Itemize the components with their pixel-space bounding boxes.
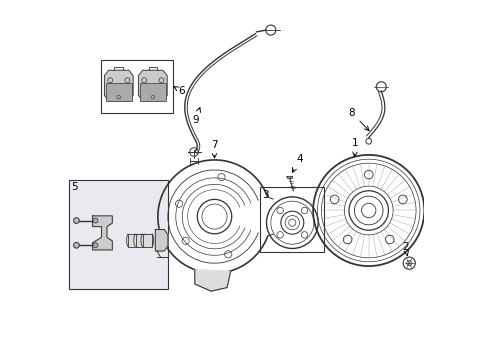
Polygon shape [155,229,168,251]
Text: 3: 3 [262,190,269,200]
Polygon shape [93,216,112,250]
Polygon shape [104,70,133,101]
Text: 7: 7 [211,140,218,158]
Text: 8: 8 [348,108,369,131]
Circle shape [93,218,98,223]
Text: 4: 4 [293,154,303,172]
Circle shape [74,218,79,224]
Bar [260,187,324,252]
Bar [101,59,172,113]
Bar [143,234,152,247]
Bar [128,234,137,247]
Bar [106,83,132,101]
Text: 9: 9 [192,108,200,125]
Text: 2: 2 [402,242,409,256]
Circle shape [74,242,79,248]
Bar [136,234,145,247]
Polygon shape [195,270,231,291]
Bar [69,180,168,289]
Text: 5: 5 [71,182,78,192]
Circle shape [93,243,98,248]
Text: 1: 1 [352,139,359,157]
Text: 6: 6 [174,86,184,96]
Polygon shape [139,70,167,101]
Bar [140,83,166,101]
